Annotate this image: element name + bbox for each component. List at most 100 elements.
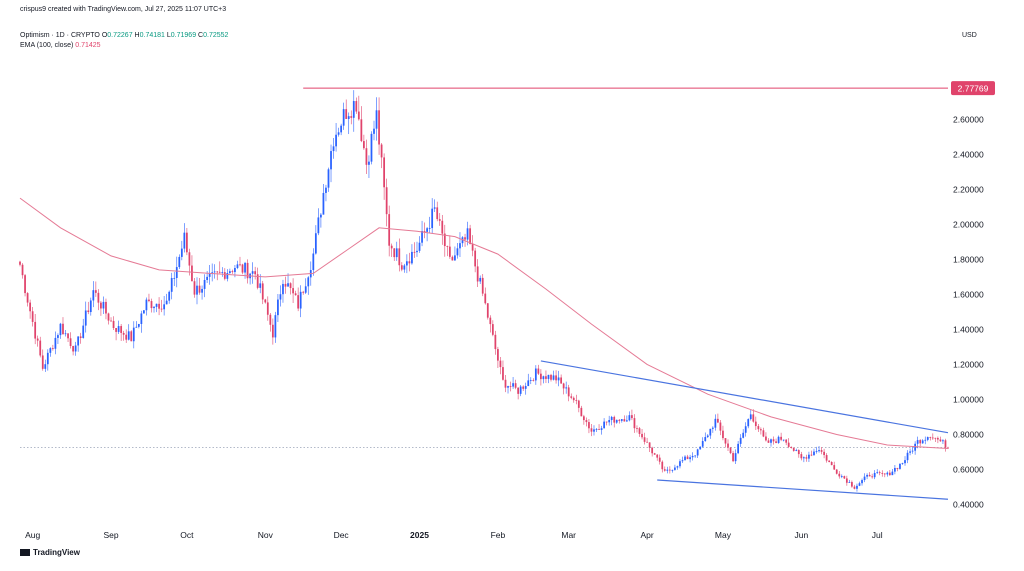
candle-body [363,141,365,149]
candle-body [744,426,747,433]
candle-body [722,430,724,439]
candle-body [605,421,608,423]
candle-body [193,281,196,295]
candle-body [191,265,193,282]
candle-body [320,214,322,218]
candle-body [62,323,64,335]
candle-body [254,271,257,275]
candle-body [140,313,143,324]
candle-body [302,291,305,293]
candle-body [112,320,115,329]
candle-body [87,310,90,313]
candle-body [871,476,874,478]
candle-body [555,375,557,381]
candle-body [46,352,49,365]
candle-body [383,157,386,188]
candle-body [838,473,841,477]
candle-body [542,376,545,380]
candle-body [739,437,742,444]
candle-body [547,374,550,379]
candle-body [570,396,573,398]
candle-body [724,438,727,444]
candle-body [519,386,522,394]
candle-body [408,261,411,264]
candle-body [416,250,418,253]
candle-body [509,386,512,387]
x-tick-label: 2025 [410,530,429,540]
candle-body [856,485,858,489]
candle-body [405,261,408,266]
x-tick-label: Mar [561,530,576,540]
axes: 2.60000 2.40000 2.20000 2.00000 1.80000 1.600… [25,114,984,540]
candle-body [767,440,770,443]
candle-body [588,422,590,429]
candle-body [747,419,750,427]
candle-body [595,429,598,430]
candle-body [919,440,922,444]
candle-body [552,375,555,380]
candle-body [82,325,85,338]
tradingview-logo[interactable]: TradingView [20,548,80,557]
candle-body [863,476,866,481]
candle-body [279,294,282,300]
candle-body [800,454,803,459]
candle-body [137,323,140,327]
candle-body [914,443,917,451]
candle-body [529,379,532,381]
candle-body [565,387,568,389]
candle-body [572,397,575,401]
candle-body [97,292,100,303]
candle-body [934,437,937,439]
candle-body [785,439,788,443]
candle-body [74,345,77,352]
candle-body [613,416,616,423]
candle-body [292,288,294,294]
candle-body [476,266,479,282]
candle-body [84,310,87,326]
candle-body [924,439,927,441]
candle-body [312,253,315,271]
candle-body [815,451,818,452]
y-tick-label: 2.60000 [953,114,984,124]
candle-body [689,457,691,460]
candle-body [896,467,899,469]
candle-body [426,228,428,232]
symbol-legend[interactable]: Optimism · 1D · CRYPTO O0.72267 H0.74181… [20,32,228,39]
candle-body [926,437,929,440]
candle-body [828,460,831,462]
candle-body [762,430,765,437]
ema-legend[interactable]: EMA (100, close) 0.71425 [20,42,101,49]
candle-body [878,472,881,474]
candle-body [317,217,320,234]
candle-body [504,379,507,388]
y-tick-label: 1.20000 [953,359,984,369]
candle-body [899,463,901,469]
candle-body [545,376,547,379]
candle-body [67,333,69,339]
candle-body [491,324,494,335]
candle-body [117,326,120,332]
candle-body [929,437,932,438]
candle-body [31,311,34,322]
candle-body [287,283,289,287]
candle-body [365,148,368,165]
symbol-name: Optimism · 1D · CRYPTO [20,32,100,39]
x-tick-label: May [715,530,732,540]
candle-body [749,414,752,420]
candle-body [944,440,947,448]
candle-body [754,421,757,427]
candle-body [795,450,798,451]
candle-body [332,146,335,152]
candle-body [810,454,813,456]
candle-body [153,306,155,309]
candle-body [825,455,828,461]
candle-body [484,293,487,304]
candle-body [29,302,31,312]
candle-body [314,233,317,254]
candle-body [830,461,833,466]
candle-body [679,461,681,467]
candle-body [671,469,674,471]
candle-body [130,331,133,342]
candle-body [575,400,578,401]
